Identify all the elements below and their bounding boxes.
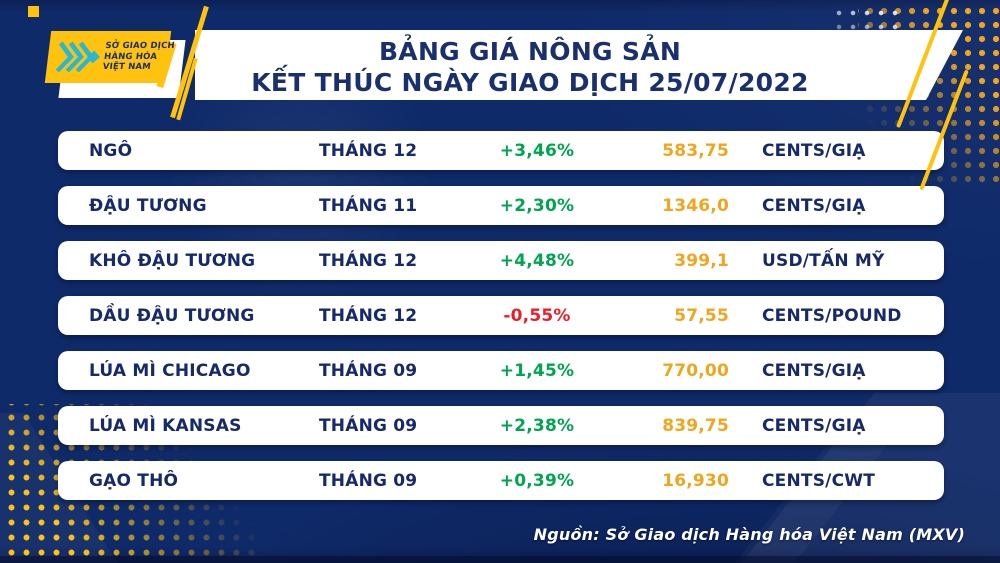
logo-text-line2: HÀNG HÓA [103, 51, 158, 62]
bottom-edge-decor [0, 556, 1000, 563]
mxv-logo: SỞ GIAO DỊCH HÀNG HÓA VIỆT NAM [44, 31, 175, 83]
price-value: 57,55 [674, 305, 729, 326]
contract-month: THÁNG 12 [319, 250, 418, 271]
price-unit: CENTS/GIẠ [762, 195, 866, 216]
price-row: NGÔ THÁNG 12 +3,46% 583,75 CENTS/GIẠ [58, 131, 944, 170]
source-credit: Nguồn: Sở Giao dịch Hàng hóa Việt Nam (M… [533, 525, 965, 544]
price-value: 1346,0 [662, 195, 729, 216]
price-value: 16,930 [662, 470, 729, 491]
logo-text-line1: SỞ GIAO DỊCH [104, 41, 176, 52]
price-value: 399,1 [674, 250, 729, 271]
price-unit: CENTS/CWT [762, 470, 875, 491]
commodity-name: NGÔ [89, 140, 133, 161]
percent-change: +4,48% [499, 250, 575, 271]
logo-text-line3: VIỆT NAM [102, 62, 152, 73]
price-unit: CENTS/POUND [762, 305, 902, 326]
price-value: 839,75 [662, 415, 729, 436]
contract-month: THÁNG 11 [319, 195, 418, 216]
percent-change: +2,30% [499, 195, 575, 216]
commodity-name: LÚA MÌ CHICAGO [89, 360, 251, 381]
title-banner [195, 30, 963, 100]
commodity-name: LÚA MÌ KANSAS [89, 415, 242, 436]
price-value: 583,75 [662, 140, 729, 161]
contract-month: THÁNG 09 [319, 360, 418, 381]
commodity-name: GẠO THÔ [89, 470, 179, 491]
mxv-chevrons-icon [55, 41, 100, 73]
price-row: DẦU ĐẬU TƯƠNG THÁNG 12 -0,55% 57,55 CENT… [58, 296, 944, 335]
commodity-name: DẦU ĐẬU TƯƠNG [89, 305, 255, 326]
page-title-line1: BẢNG GIÁ NÔNG SẢN [378, 37, 682, 66]
contract-month: THÁNG 12 [319, 140, 418, 161]
contract-month: THÁNG 12 [319, 305, 418, 326]
percent-change: +2,38% [499, 415, 575, 436]
percent-change: +0,39% [499, 470, 575, 491]
yellow-square-decor [28, 6, 39, 17]
percent-change: +1,45% [499, 360, 575, 381]
price-unit: CENTS/GIẠ [762, 140, 866, 161]
page-title: BẢNG GIÁ NÔNG SẢN KẾT THÚC NGÀY GIAO DỊC… [240, 36, 820, 98]
contract-month: THÁNG 09 [319, 470, 418, 491]
price-unit: CENTS/GIẠ [762, 360, 866, 381]
commodity-name: KHÔ ĐẬU TƯƠNG [89, 250, 256, 271]
price-row: GẠO THÔ THÁNG 09 +0,39% 16,930 CENTS/CWT [58, 461, 944, 500]
price-row: LÚA MÌ CHICAGO THÁNG 09 +1,45% 770,00 CE… [58, 351, 944, 390]
price-row: KHÔ ĐẬU TƯƠNG THÁNG 12 +4,48% 399,1 USD/… [58, 241, 944, 280]
price-row: ĐẬU TƯƠNG THÁNG 11 +2,30% 1346,0 CENTS/G… [58, 186, 944, 225]
percent-change: -0,55% [503, 305, 571, 326]
price-value: 770,00 [662, 360, 729, 381]
price-unit: USD/TẤN MỸ [762, 250, 885, 271]
contract-month: THÁNG 09 [319, 415, 418, 436]
mxv-logo-text: SỞ GIAO DỊCH HÀNG HÓA VIỆT NAM [102, 41, 175, 73]
price-unit: CENTS/GIẠ [762, 415, 866, 436]
page-title-line2: KẾT THÚC NGÀY GIAO DỊCH 25/07/2022 [251, 68, 809, 97]
price-row: LÚA MÌ KANSAS THÁNG 09 +2,38% 839,75 CEN… [58, 406, 944, 445]
commodity-name: ĐẬU TƯƠNG [89, 195, 207, 216]
percent-change: +3,46% [499, 140, 575, 161]
